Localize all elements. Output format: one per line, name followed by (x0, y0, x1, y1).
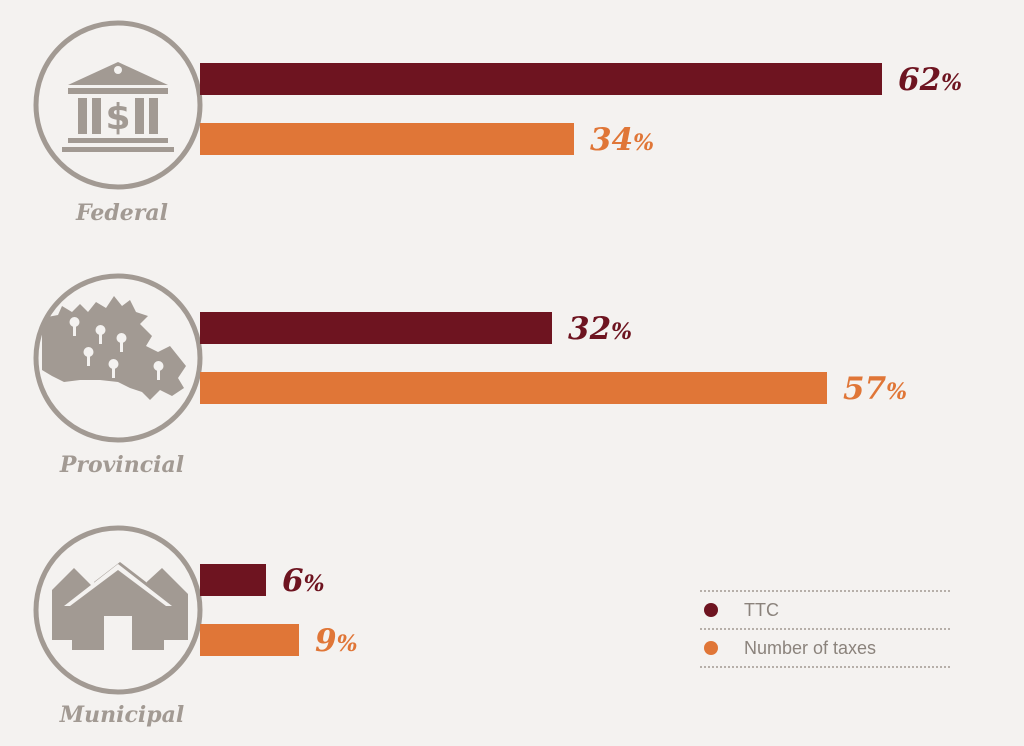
legend-label-ttc: TTC (744, 599, 779, 620)
data-label-federal-ttc: 62% (898, 62, 962, 98)
bank-building-icon: $ (33, 20, 203, 190)
legend-item-ttc: TTC (700, 592, 950, 628)
bar-provincial-ttc (200, 312, 552, 344)
legend-divider (700, 590, 950, 592)
legend-swatch-number-of-taxes (704, 641, 718, 655)
data-label-federal-number-of-taxes: 34% (590, 122, 654, 158)
legend-divider (700, 628, 950, 630)
canada-map-icon (33, 273, 203, 443)
data-label-provincial-ttc: 32% (568, 311, 632, 347)
bar-federal-ttc (200, 63, 882, 95)
houses-icon (33, 525, 203, 695)
data-label-provincial-number-of-taxes: 57% (843, 371, 907, 407)
bar-municipal-number-of-taxes (200, 624, 299, 656)
data-label-municipal-ttc: 6% (282, 563, 325, 599)
bar-federal-number-of-taxes (200, 123, 574, 155)
legend-swatch-ttc (704, 603, 718, 617)
legend-label-number-of-taxes: Number of taxes (744, 637, 877, 658)
category-label-provincial: Provincial (59, 452, 184, 478)
svg-text:$: $ (105, 97, 130, 138)
bar-municipal-ttc (200, 564, 266, 596)
legend-item-number-of-taxes: Number of taxes (700, 630, 950, 666)
category-label-municipal: Municipal (59, 702, 184, 728)
data-label-municipal-number-of-taxes: 9% (315, 623, 358, 659)
category-label-federal: Federal (75, 200, 168, 226)
legend: TTC Number of taxes (700, 590, 950, 668)
legend-divider (700, 666, 950, 668)
bar-provincial-number-of-taxes (200, 372, 827, 404)
